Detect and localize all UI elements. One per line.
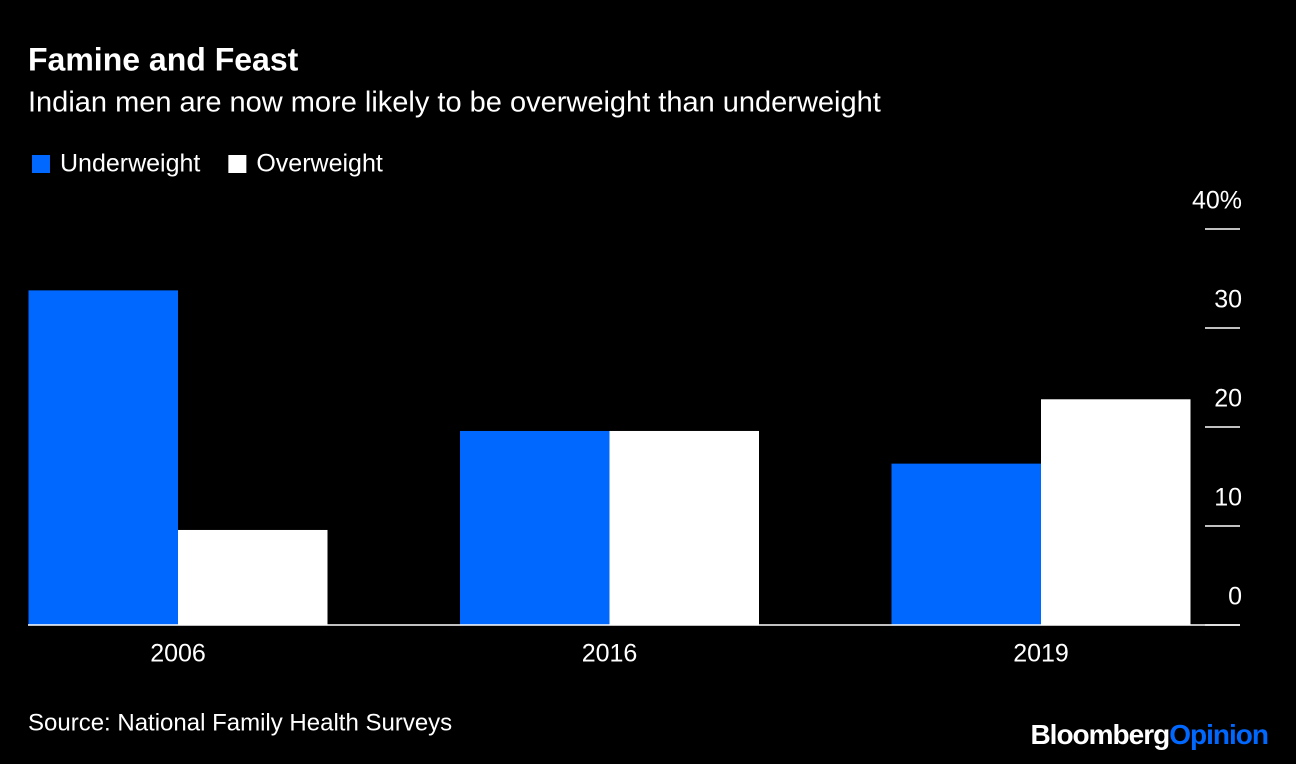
legend-label: Underweight [60, 150, 200, 178]
y-tick-label: 20 [1214, 385, 1242, 413]
bar [460, 430, 610, 625]
y-tick-label: 10 [1214, 484, 1242, 512]
x-tick-label: 2016 [582, 640, 638, 668]
legend-label: Overweight [256, 150, 382, 178]
bar [28, 290, 178, 625]
bar [178, 529, 328, 625]
source: Source: National Family Health Surveys [28, 709, 452, 736]
legend-swatch [228, 155, 247, 173]
y-tick-label: 30 [1214, 286, 1242, 314]
x-tick-label: 2006 [150, 640, 206, 668]
x-tick-label: 2019 [1013, 640, 1069, 668]
bar [1041, 399, 1191, 625]
logo: BloombergOpinion [1030, 719, 1268, 750]
chart-title: Famine and Feast [28, 41, 299, 77]
y-tick-label: 0 [1228, 583, 1242, 611]
logo-section: Opinion [1169, 719, 1268, 750]
logo-brand: Bloomberg [1030, 719, 1169, 750]
y-tick-label: 40% [1192, 187, 1242, 215]
bar [891, 463, 1041, 625]
bar [609, 430, 759, 625]
chart-subtitle: Indian men are now more likely to be ove… [28, 87, 881, 119]
legend-swatch [32, 155, 50, 173]
